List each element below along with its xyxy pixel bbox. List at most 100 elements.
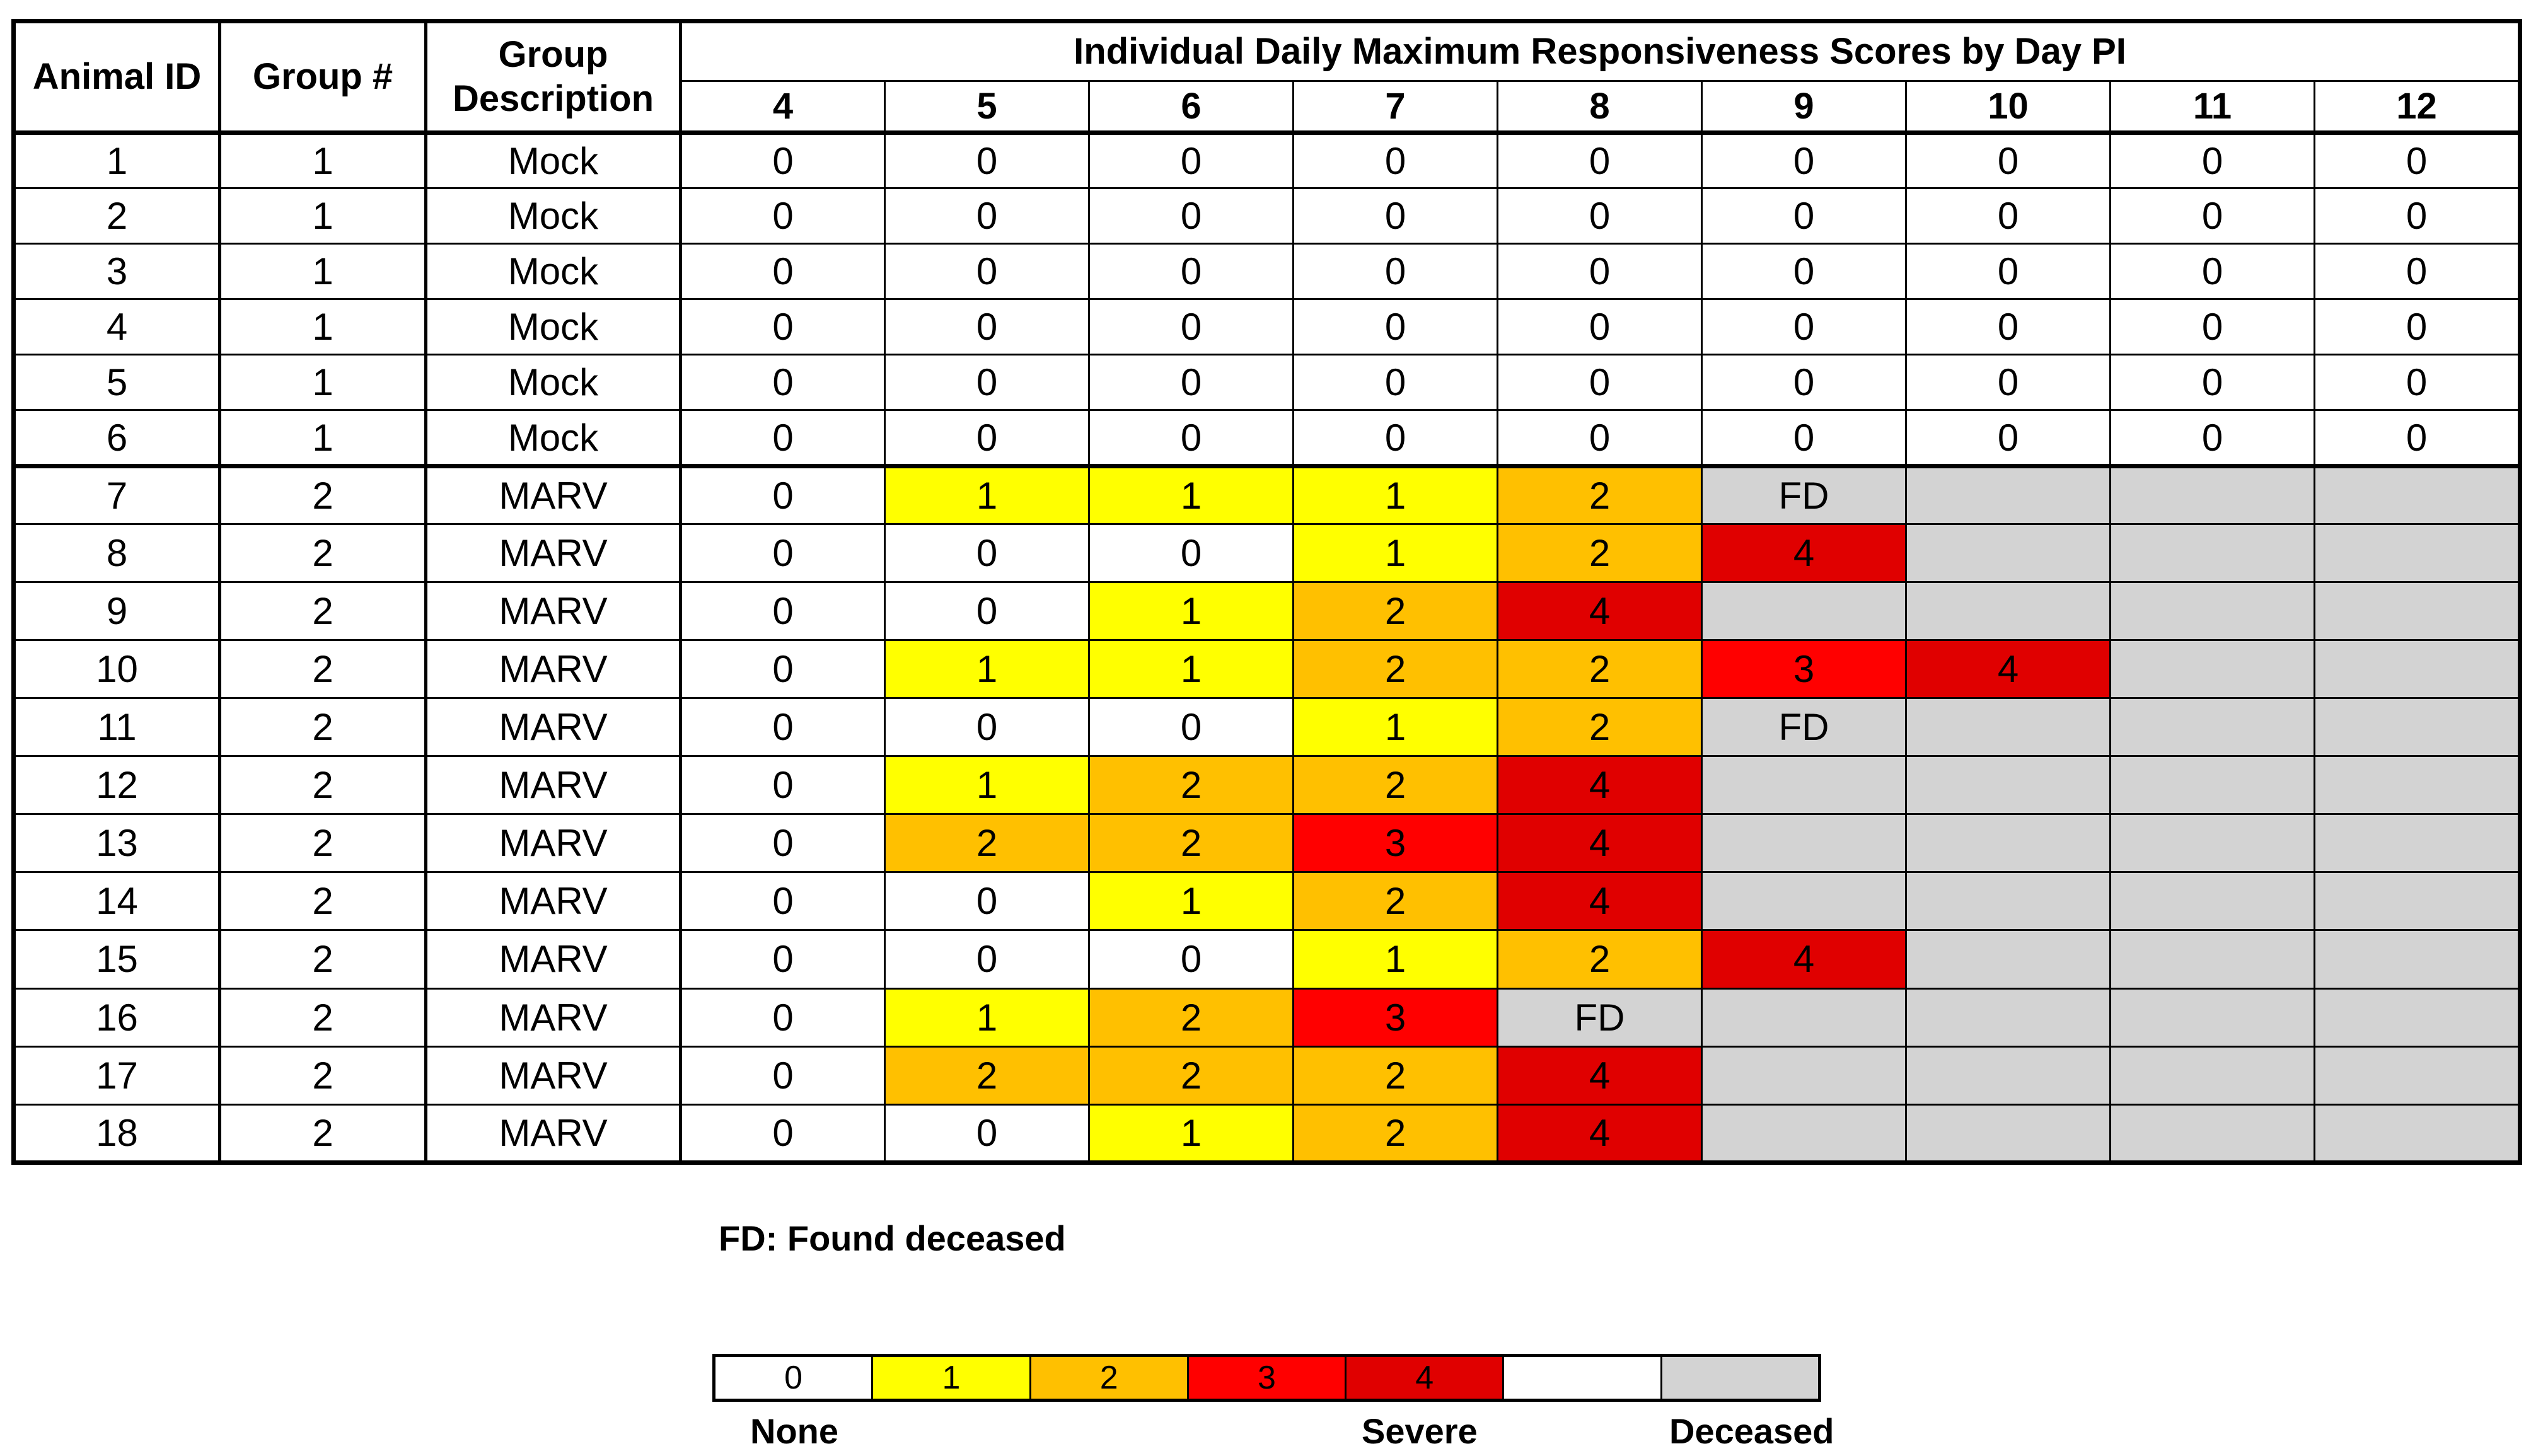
animal-id-cell: 11: [13, 696, 221, 758]
animal-id-cell: 14: [13, 871, 221, 932]
deceased-cell: [1905, 1045, 2111, 1106]
deceased-cell: [1905, 987, 2111, 1048]
deceased-cell: [1905, 696, 2111, 758]
score-cell: 2: [1497, 463, 1703, 525]
group-number-cell: 1: [219, 243, 427, 301]
score-cell: 0: [1292, 131, 1498, 190]
score-cell: 2: [1292, 871, 1498, 932]
header-group-description: Group Description: [425, 20, 682, 135]
table-row: 10 2 MARV 0 1 1 2 2 3 4: [13, 638, 2522, 700]
group-description-cell: Mock: [425, 354, 682, 412]
score-cell: 0: [680, 696, 886, 758]
score-cell: 0: [2313, 131, 2522, 190]
score-cell: 2: [1088, 1045, 1294, 1106]
score-cell: 0: [680, 755, 886, 816]
header-group-number: Group #: [219, 20, 427, 135]
score-cell: 4: [1701, 523, 1907, 583]
header-day: 6: [1088, 80, 1294, 135]
score-cell: 0: [680, 463, 886, 525]
animal-id-cell: 18: [13, 1103, 221, 1164]
animal-id-cell: 6: [13, 409, 221, 467]
group-description-cell: MARV: [425, 638, 682, 700]
score-cell: 0: [1905, 131, 2111, 190]
score-cell: 4: [1497, 813, 1703, 874]
table-row: 8 2 MARV 0 0 0 1 2 4: [13, 523, 2522, 583]
table-row: 17 2 MARV 0 2 2 2 4: [13, 1045, 2522, 1106]
group-number-cell: 2: [219, 638, 427, 700]
score-cell: 0: [1088, 696, 1294, 758]
score-cell: 0: [1497, 354, 1703, 412]
found-deceased-footnote: FD: Found deceased: [719, 1218, 1066, 1258]
group-number-cell: 2: [219, 987, 427, 1048]
table-row: 12 2 MARV 0 1 2 2 4: [13, 755, 2522, 816]
score-cell: 4: [1497, 581, 1703, 641]
animal-id-cell: 10: [13, 638, 221, 700]
header-daily-scores-title: Individual Daily Maximum Responsiveness …: [679, 20, 2522, 82]
group-number-cell: 1: [219, 187, 427, 245]
score-cell: 2: [1292, 1103, 1498, 1164]
table-row: 3 1 Mock 0 0 0 0 0 0 0 0 0: [13, 243, 2522, 301]
score-cell: 0: [1088, 131, 1294, 190]
table-row: 1 1 Mock 0 0 0 0 0 0 0 0 0: [13, 131, 2522, 190]
deceased-cell: [2313, 696, 2522, 758]
legend-swatch: [1662, 1357, 1818, 1399]
animal-id-cell: 12: [13, 755, 221, 816]
score-cell: 0: [2313, 187, 2522, 245]
table-row: 13 2 MARV 0 2 2 3 4: [13, 813, 2522, 874]
table-row: 2 1 Mock 0 0 0 0 0 0 0 0 0: [13, 187, 2522, 245]
group-number-cell: 2: [219, 929, 427, 990]
deceased-cell: [1701, 581, 1907, 641]
deceased-cell: [2109, 463, 2315, 525]
score-cell: 4: [1497, 755, 1703, 816]
score-cell: 0: [1905, 354, 2111, 412]
legend-swatch: 2: [1031, 1357, 1189, 1399]
animal-id-cell: 4: [13, 298, 221, 356]
table-row: 6 1 Mock 0 0 0 0 0 0 0 0 0: [13, 409, 2522, 467]
score-cell: 1: [884, 987, 1090, 1048]
score-cell: 2: [884, 813, 1090, 874]
score-cell: 0: [680, 409, 886, 467]
group-description-cell: Mock: [425, 298, 682, 356]
deceased-cell: [1701, 1045, 1907, 1106]
score-cell: 0: [1088, 243, 1294, 301]
score-cell: 0: [1497, 131, 1703, 190]
deceased-cell: [2313, 813, 2522, 874]
group-number-cell: 2: [219, 755, 427, 816]
responsiveness-score-table: Animal ID Group # Group Description Indi…: [11, 19, 2523, 1165]
score-cell: 1: [884, 638, 1090, 700]
group-description-cell: MARV: [425, 1045, 682, 1106]
legend-swatch: [1504, 1357, 1662, 1399]
score-cell: 0: [680, 243, 886, 301]
group-description-cell: MARV: [425, 463, 682, 525]
score-cell: 0: [680, 871, 886, 932]
score-cell: 0: [1701, 409, 1907, 467]
score-cell: 0: [680, 523, 886, 583]
deceased-cell: [1905, 871, 2111, 932]
deceased-cell: [1701, 1103, 1907, 1164]
score-cell: 2: [1088, 813, 1294, 874]
score-cell: 0: [1292, 243, 1498, 301]
score-cell: 0: [1497, 187, 1703, 245]
score-cell: 0: [1701, 187, 1907, 245]
deceased-cell: [2109, 871, 2315, 932]
deceased-cell: [2313, 463, 2522, 525]
animal-id-cell: 3: [13, 243, 221, 301]
group-description-cell: Mock: [425, 131, 682, 190]
score-cell: 0: [1292, 354, 1498, 412]
score-cell: 4: [1497, 871, 1703, 932]
score-cell: 0: [1905, 243, 2111, 301]
group-description-cell: MARV: [425, 871, 682, 932]
score-cell: 0: [680, 929, 886, 990]
score-cell: 2: [1497, 523, 1703, 583]
score-cell: 0: [680, 987, 886, 1048]
deceased-cell: [1905, 463, 2111, 525]
deceased-cell: [2109, 987, 2315, 1048]
score-cell: 2: [1088, 755, 1294, 816]
deceased-cell: [2109, 696, 2315, 758]
score-cell: 1: [1088, 1103, 1294, 1164]
group-number-cell: 2: [219, 696, 427, 758]
score-cell: 0: [1292, 409, 1498, 467]
score-cell: 0: [1905, 409, 2111, 467]
table-row: 4 1 Mock 0 0 0 0 0 0 0 0 0: [13, 298, 2522, 356]
